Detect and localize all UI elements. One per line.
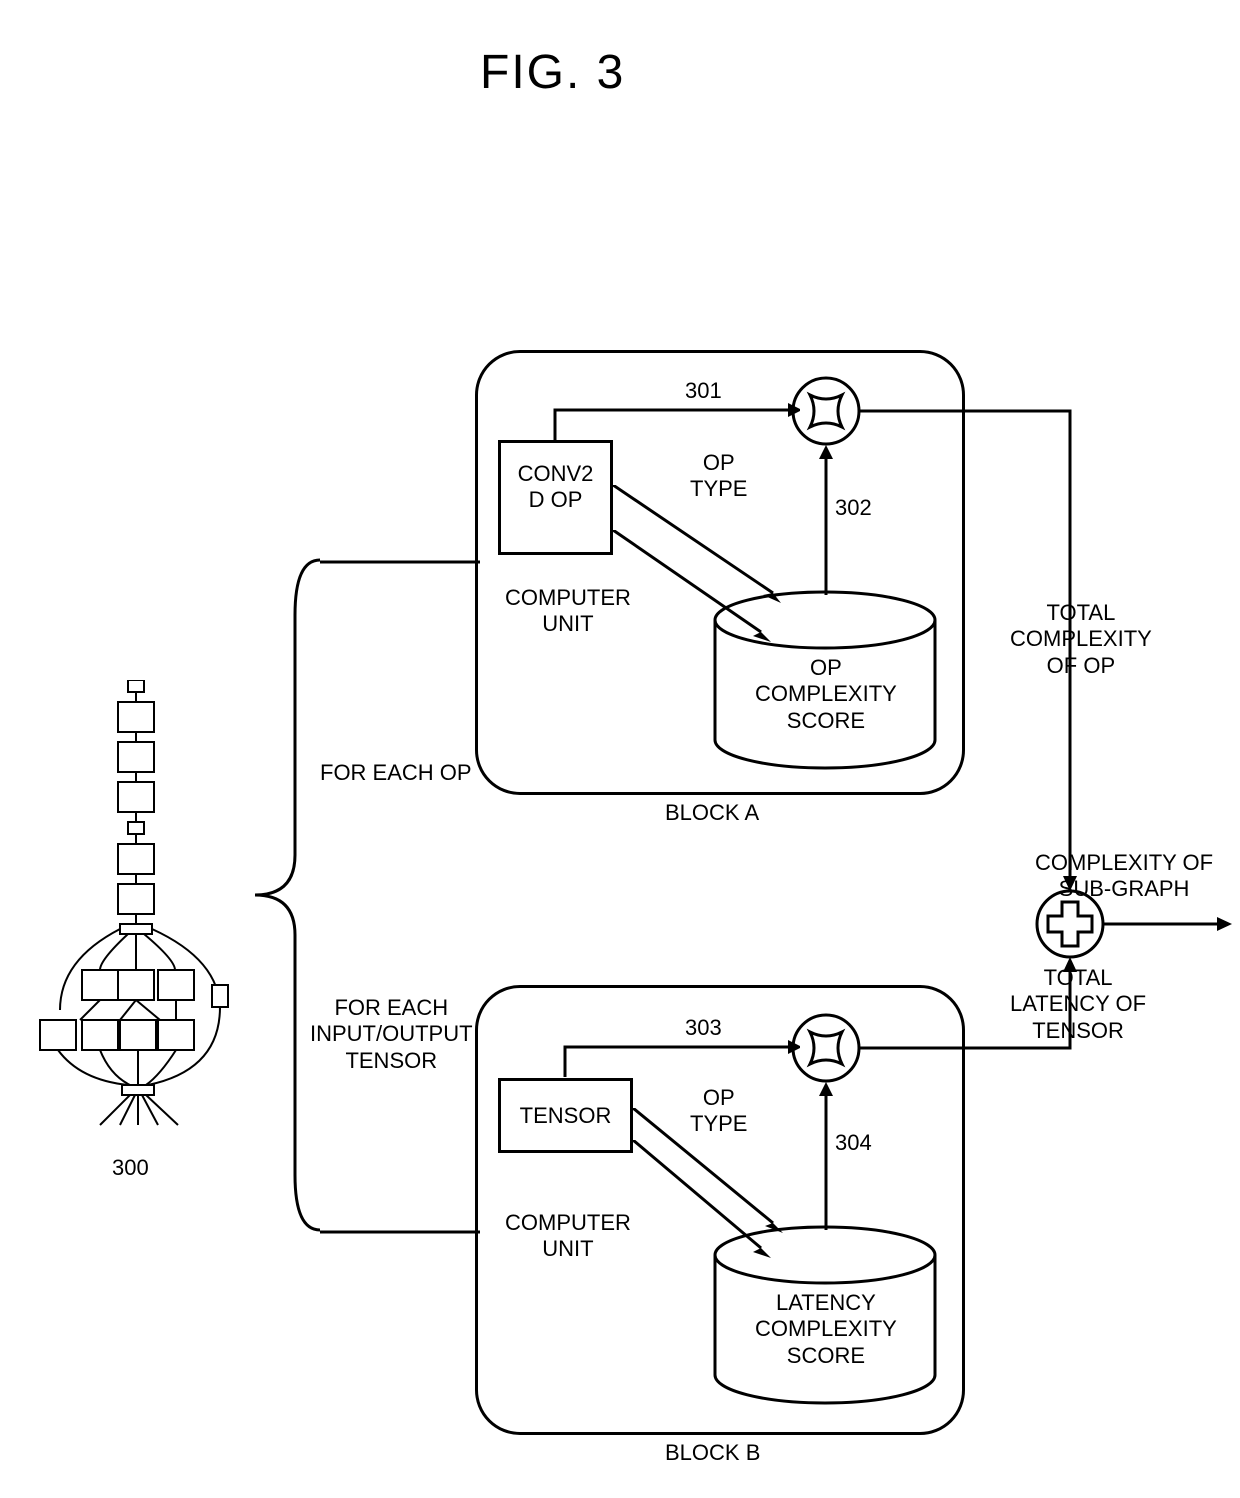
graph-icon: [20, 680, 250, 1150]
arrow-compunit-b: [633, 1140, 783, 1265]
total-complexity-label: TOTAL COMPLEXITY OF OP: [1010, 600, 1152, 679]
conv2d-box: CONV2 D OP: [498, 440, 613, 555]
graph-ref-label: 300: [112, 1155, 149, 1181]
figure-title: FIG. 3: [480, 45, 625, 100]
brace-icon: [245, 555, 325, 1235]
ref-303-label: 303: [685, 1015, 722, 1041]
multiply-a-icon: [790, 375, 862, 447]
ref-301-label: 301: [685, 378, 722, 404]
block-a-label: BLOCK A: [665, 800, 759, 826]
arrow-303: [560, 1012, 800, 1082]
for-each-op-label: FOR EACH OP: [320, 760, 472, 786]
latency-cylinder-label: LATENCY COMPLEXITY SCORE: [755, 1290, 897, 1369]
ref-304-label: 304: [835, 1130, 872, 1156]
computer-unit-a-label: COMPUTER UNIT: [505, 585, 631, 638]
total-latency-label: TOTAL LATENCY OF TENSOR: [1010, 965, 1146, 1044]
block-b-label: BLOCK B: [665, 1440, 760, 1466]
tensor-box: TENSOR: [498, 1078, 633, 1153]
conv2d-box-label: CONV2 D OP: [501, 443, 610, 514]
complexity-subgraph-label: COMPLEXITY OF SUB-GRAPH: [1035, 850, 1213, 903]
arrow-out-sum: [1104, 914, 1234, 934]
op-type-b-label: OP TYPE: [690, 1085, 747, 1138]
computer-unit-b-label: COMPUTER UNIT: [505, 1210, 631, 1263]
multiply-b-icon: [790, 1012, 862, 1084]
brace-to-block-b: [320, 1228, 480, 1238]
op-type-a-label: OP TYPE: [690, 450, 747, 503]
for-each-tensor-label: FOR EACH INPUT/OUTPUT TENSOR: [310, 995, 473, 1074]
arrow-301: [550, 375, 800, 445]
tensor-box-label: TENSOR: [501, 1081, 630, 1129]
arrow-compunit-a: [613, 530, 783, 650]
brace-to-block-a: [320, 558, 480, 568]
